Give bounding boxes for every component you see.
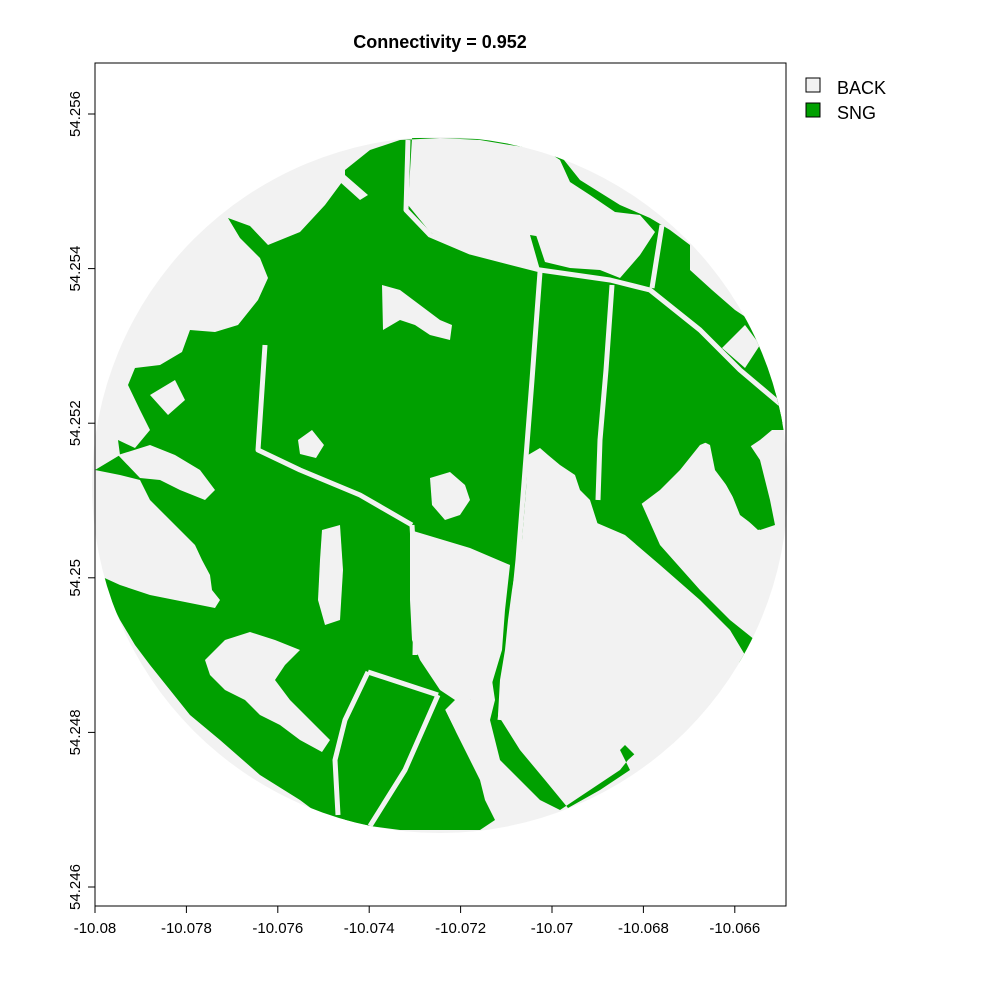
road-north-south-east xyxy=(497,271,543,721)
clearing-southwest-lobe xyxy=(205,632,330,752)
road-south-triangle-right xyxy=(367,693,441,828)
plot-frame xyxy=(94,62,787,907)
x-tick-label: -10.072 xyxy=(435,920,486,937)
y-tick-label: 54.246 xyxy=(67,864,84,910)
y-tick-label: 54.256 xyxy=(67,91,84,137)
sng-patch-northeast xyxy=(600,290,788,530)
y-tick-label: 54.252 xyxy=(67,400,84,446)
x-tick-label: -10.08 xyxy=(74,920,117,937)
road-west-diagonal xyxy=(255,344,414,528)
clearing-north xyxy=(382,285,452,340)
clearing-center xyxy=(430,472,470,520)
road-south-triangle-left xyxy=(332,670,371,816)
sng-patch-central-strip xyxy=(535,280,605,440)
y-tick-label: 54.254 xyxy=(67,246,84,292)
road-north-curve xyxy=(403,139,787,410)
clearing-small xyxy=(298,430,324,458)
x-tick-label: -10.066 xyxy=(709,920,760,937)
clearing-bar xyxy=(318,525,343,625)
clearing-east-large xyxy=(565,520,750,760)
x-tick-label: -10.074 xyxy=(344,920,395,937)
map-title: Connectivity = 0.952 xyxy=(353,32,527,52)
back-class-features xyxy=(118,139,787,828)
clearing-south xyxy=(410,530,510,700)
legend-swatch-back xyxy=(805,77,821,93)
legend-label-back: BACK xyxy=(837,78,886,98)
road-south-triangle-top xyxy=(367,669,439,698)
y-tick-label: 54.248 xyxy=(67,709,84,755)
legend-swatch-sng xyxy=(805,102,821,118)
road-northeast xyxy=(649,224,665,289)
sng-patch-south-central xyxy=(335,672,470,830)
x-tick-label: -10.076 xyxy=(252,920,303,937)
x-axis: -10.08 -10.078 -10.076 -10.074 -10.072 -10.07… xyxy=(74,906,760,937)
road-central-south xyxy=(409,524,419,656)
clearing-west-bays xyxy=(118,380,215,500)
clearing-northeast-corner xyxy=(722,325,760,368)
y-tick-label: 54.25 xyxy=(67,559,84,597)
x-tick-label: -10.068 xyxy=(618,920,669,937)
legend-label-sng: SNG xyxy=(837,103,876,123)
legend: BACK SNG xyxy=(805,77,886,123)
clearing-north-rim xyxy=(340,175,605,270)
x-tick-label: -10.078 xyxy=(161,920,212,937)
x-tick-label: -10.07 xyxy=(531,920,574,937)
y-axis: 54.246 54.248 54.25 54.252 54.254 54.256 xyxy=(67,91,95,910)
road-north-south-mid xyxy=(595,284,615,501)
